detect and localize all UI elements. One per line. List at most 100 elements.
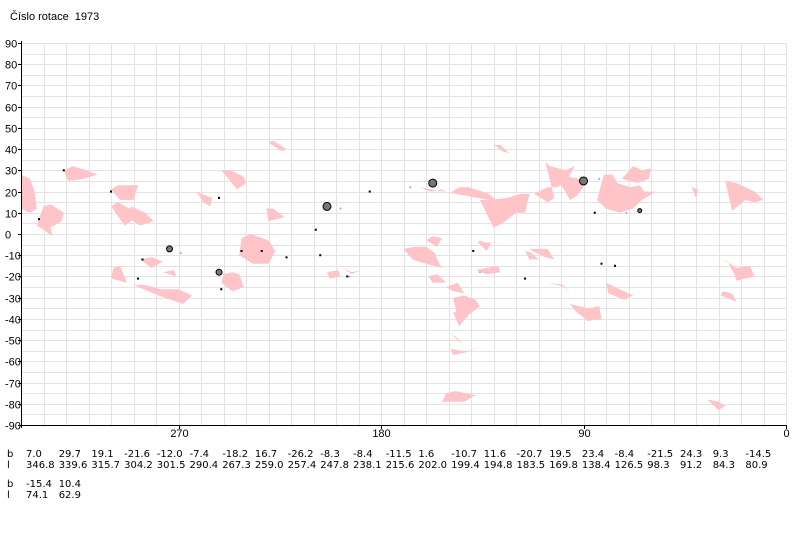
sunspot-region xyxy=(493,144,510,154)
sunspot-point xyxy=(339,207,342,210)
x-tick-label: 180 xyxy=(372,428,390,440)
sunspot-region xyxy=(707,399,726,411)
table-cell-l: 259.0 xyxy=(254,460,284,471)
y-tick-label: 80 xyxy=(5,60,17,72)
sunspot-region xyxy=(691,187,699,198)
table-cell-l: 199.4 xyxy=(451,460,480,471)
table-cell-b: -21.6 xyxy=(124,449,150,460)
sunspot-region xyxy=(111,185,138,200)
sunspot-point xyxy=(472,249,475,252)
table-cell-b: 16.7 xyxy=(254,449,278,460)
sunspot-point xyxy=(428,178,438,188)
sunspot-region xyxy=(480,193,530,228)
y-tick-label: 30 xyxy=(5,166,17,178)
table-cell-l: 84.3 xyxy=(712,460,735,471)
table-cell-b: 9.3 xyxy=(712,449,729,460)
table-cell-b: -26.2 xyxy=(287,449,314,460)
sunspot-region xyxy=(450,333,462,345)
sunspot-point xyxy=(218,196,220,199)
sunspot-point xyxy=(409,186,412,189)
sunspot-region xyxy=(133,284,192,304)
sunspot-point xyxy=(614,264,616,267)
y-tick-label: -80 xyxy=(5,400,21,412)
table-cell-b: 19.5 xyxy=(549,449,572,460)
sunspot-region xyxy=(720,291,737,302)
table-cell-l: 202.0 xyxy=(418,460,448,471)
table-cell-b: -14.5 xyxy=(745,449,772,460)
sunspot-point xyxy=(260,249,263,252)
sunspot-point xyxy=(285,256,288,259)
table-cell-l: 194.8 xyxy=(483,460,513,471)
sunspot-point xyxy=(479,271,481,274)
chart-title: Číslo rotace 1973 xyxy=(10,11,100,23)
x-tick-label: 90 xyxy=(578,428,590,440)
x-tick-label: 0 xyxy=(783,428,789,440)
table-cell-b: 23.4 xyxy=(581,449,605,460)
table-cell-b: 24.3 xyxy=(680,449,703,460)
table-cell-l: 74.1 xyxy=(26,490,49,501)
sunspot-point xyxy=(346,275,349,278)
sunspot-point xyxy=(600,262,603,265)
table-cell-b: -8.4 xyxy=(614,449,635,460)
table-cell-l: 290.4 xyxy=(189,460,219,471)
table-cell-b: -12.0 xyxy=(156,449,183,460)
sunspot-region xyxy=(126,206,154,226)
x-tick-label: 270 xyxy=(170,428,188,440)
sunspot-region xyxy=(111,265,127,283)
sunspot-point xyxy=(319,254,322,257)
y-tick-label: -30 xyxy=(5,294,21,306)
table-cell-b: 29.7 xyxy=(58,449,81,460)
table-cell-b: 1.6 xyxy=(418,449,435,460)
y-tick-label: -70 xyxy=(5,379,21,391)
sunspot-region xyxy=(597,174,656,213)
sunspot-region xyxy=(450,346,480,355)
sunspot-region xyxy=(324,251,334,260)
sunspot-region xyxy=(221,272,244,292)
sunspot-region xyxy=(36,204,64,237)
sunspot-point xyxy=(220,288,223,291)
sunspot-point xyxy=(625,211,628,214)
table-cell-l: 339.6 xyxy=(58,460,88,471)
table-cell-b: -7.4 xyxy=(189,449,210,460)
sunspot-region xyxy=(268,140,287,152)
sunspot-point xyxy=(637,208,643,214)
table-cell-b: -10.7 xyxy=(451,449,477,460)
table-cell-l: 257.4 xyxy=(287,460,317,471)
sunspot-point xyxy=(240,249,243,252)
sunspot-point xyxy=(179,252,182,255)
table-cell-b: 7.0 xyxy=(26,449,42,460)
y-tick-label: 40 xyxy=(5,145,17,157)
sunspot-point xyxy=(62,169,65,172)
sunspot-region xyxy=(453,310,465,328)
table-cell-b: -11.5 xyxy=(385,449,412,460)
sunspot-region xyxy=(419,187,503,207)
y-tick-label: -50 xyxy=(5,336,21,348)
table-cell-l: 138.4 xyxy=(581,460,611,471)
sunspot-point xyxy=(166,245,173,253)
sunspot-point xyxy=(137,277,139,280)
sunspot-region xyxy=(327,270,341,279)
table-label-l: l xyxy=(7,490,10,501)
sunspot-region xyxy=(547,282,579,304)
y-tick-label: 20 xyxy=(5,188,17,200)
table-cell-l: 247.8 xyxy=(320,460,349,471)
y-tick-label: 0 xyxy=(5,230,11,242)
table-cell-l: 215.6 xyxy=(385,460,415,471)
sunspot-region xyxy=(621,166,651,184)
sunspot-region xyxy=(428,274,447,283)
sunspot-region xyxy=(446,282,465,294)
sunspot-point xyxy=(322,201,332,211)
sunspot-region xyxy=(111,202,134,226)
sunspot-region xyxy=(239,234,276,264)
y-tick-label: 10 xyxy=(5,209,17,221)
table-cell-b: 11.6 xyxy=(483,449,507,460)
table-cell-l: 183.5 xyxy=(516,460,546,471)
table-cell-l: 267.3 xyxy=(222,460,251,471)
sunspot-region xyxy=(529,248,555,260)
sunspot-point xyxy=(579,176,588,186)
table-cell-l: 301.5 xyxy=(156,460,186,471)
table-cell-b: -15.4 xyxy=(26,479,52,490)
table-cell-b: -18.2 xyxy=(222,449,249,460)
sunspot-region xyxy=(525,251,539,260)
sunspot-region xyxy=(570,304,602,321)
